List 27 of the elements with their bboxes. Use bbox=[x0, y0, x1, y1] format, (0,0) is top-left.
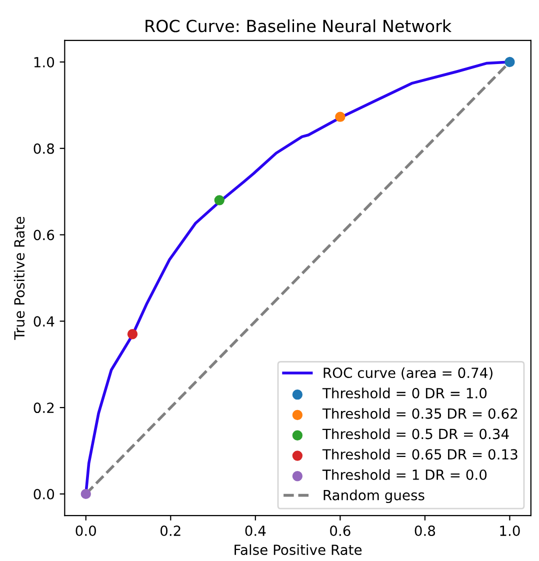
legend-label: Threshold = 0.35 DR = 0.62 bbox=[322, 408, 518, 419]
point bbox=[504, 56, 515, 68]
x-tick-label: 0.0 bbox=[76, 526, 96, 536]
legend-label: Threshold = 1 DR = 0.0 bbox=[322, 469, 487, 480]
y-tick-label: 1.0 bbox=[34, 56, 54, 68]
point bbox=[335, 112, 346, 122]
chart-title: ROC Curve: Baseline Neural Network bbox=[146, 19, 452, 32]
y-tick-label: 0.0 bbox=[34, 488, 54, 500]
y-tick-label: 0.2 bbox=[34, 402, 54, 414]
y-axis-title: True Positive Rate bbox=[14, 216, 25, 340]
x-axis-title: False Positive Rate bbox=[234, 544, 362, 556]
y-tick-label: 0.4 bbox=[34, 316, 54, 327]
x-tick-label: 0.2 bbox=[160, 526, 180, 536]
legend-label: Threshold = 0.5 DR = 0.34 bbox=[322, 428, 509, 440]
point bbox=[127, 329, 138, 340]
x-tick-label: 0.6 bbox=[330, 526, 350, 536]
x-tick-label: 0.4 bbox=[245, 526, 266, 536]
point bbox=[80, 488, 91, 500]
legend-label: Random guess bbox=[324, 490, 424, 504]
x-tick-label: 1.0 bbox=[500, 526, 520, 536]
y-tick-label: 0.8 bbox=[34, 143, 54, 154]
y-tick-label: 0.6 bbox=[34, 230, 54, 240]
x-tick-label: 0.8 bbox=[414, 526, 436, 536]
legend-label: ROC curve (area = 0.74) bbox=[324, 367, 492, 380]
legend-label: Threshold = 0.65 DR = 0.13 bbox=[322, 448, 518, 460]
point bbox=[214, 195, 224, 206]
legend-label: Threshold = 0 DR = 1.0 bbox=[322, 388, 487, 398]
